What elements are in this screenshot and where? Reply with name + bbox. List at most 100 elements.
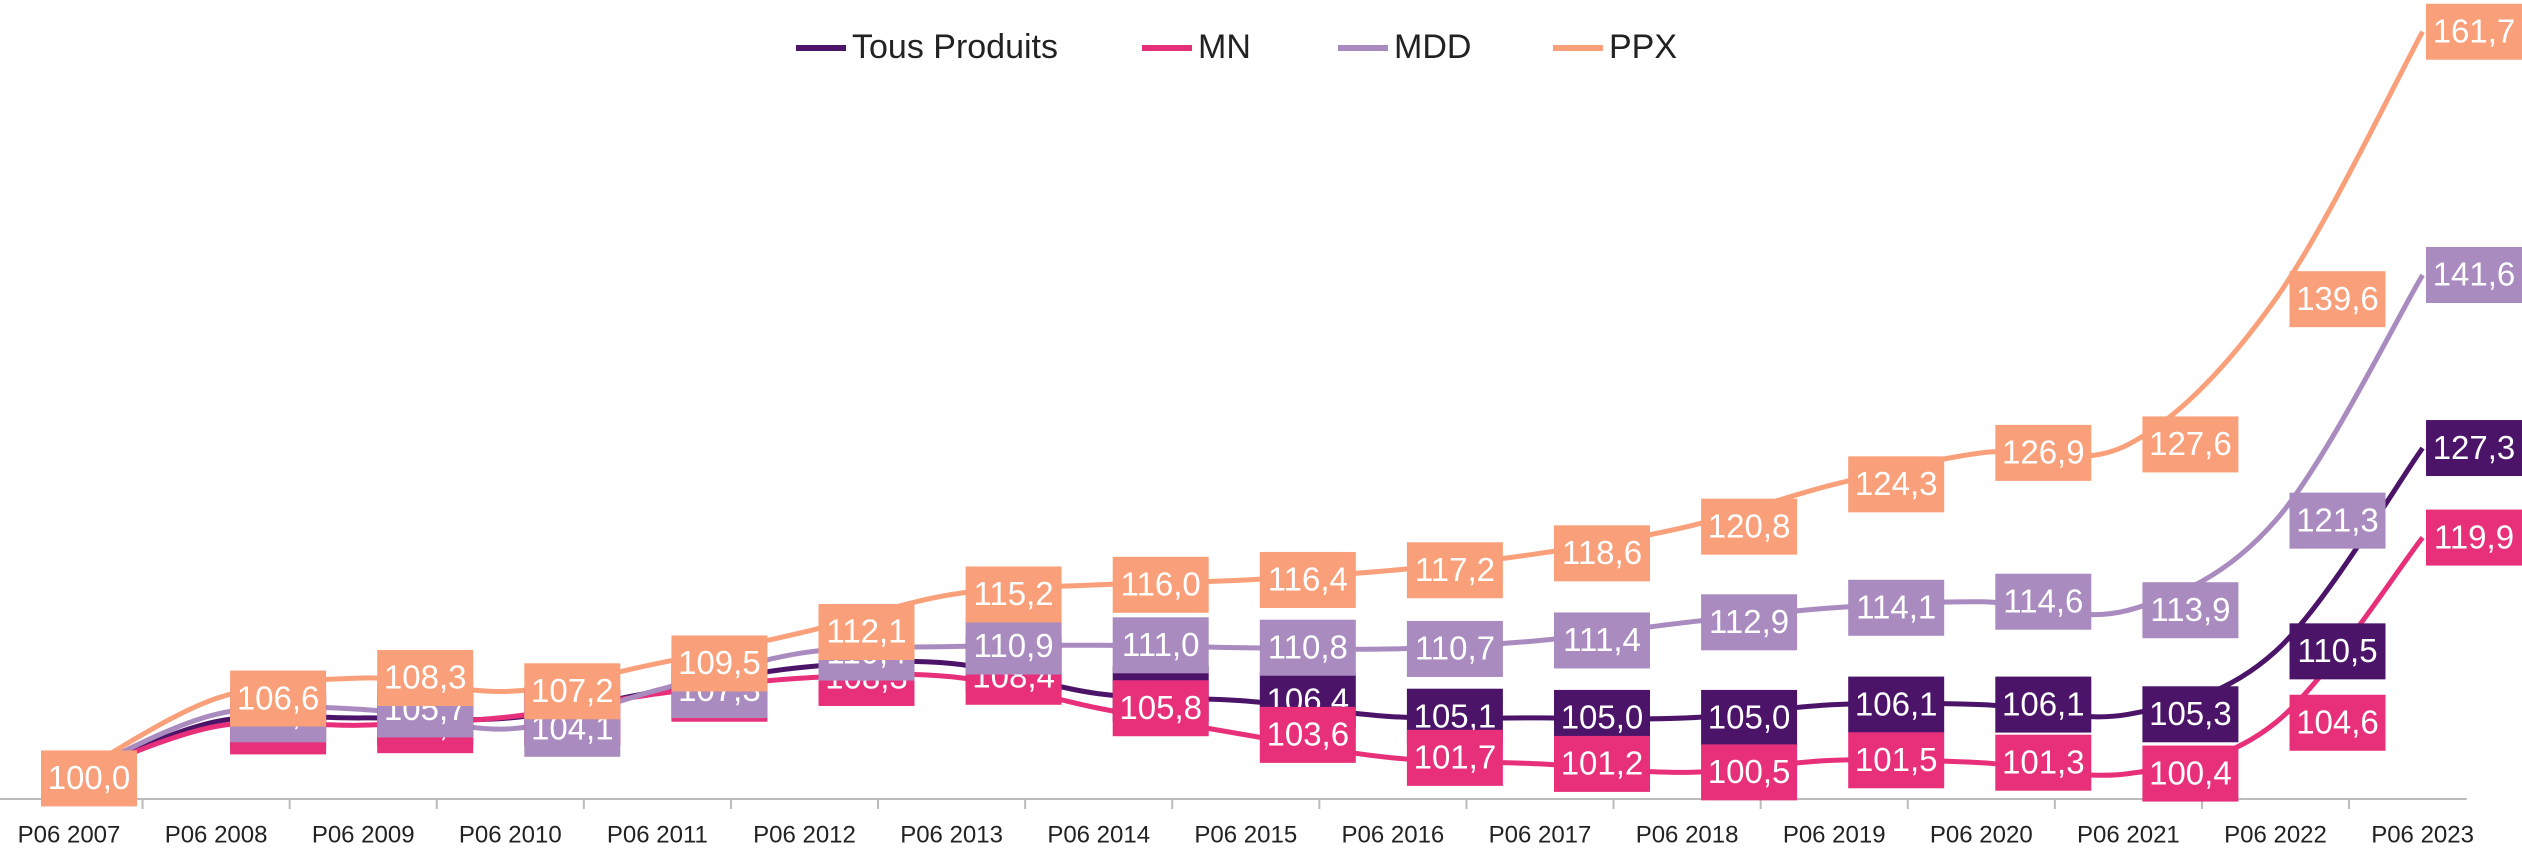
- data-label-box: [1995, 676, 2092, 733]
- data-label-text: 106,6: [237, 679, 320, 716]
- legend-label: Tous Produits: [852, 28, 1058, 66]
- data-label-box: [41, 750, 137, 807]
- data-label: 111,0: [1112, 617, 1209, 674]
- data-label-text: 139,6: [2296, 280, 2379, 317]
- data-label-box: [1995, 734, 2092, 791]
- data-label: 121,3: [2289, 492, 2386, 549]
- data-label: 110,5: [2289, 623, 2386, 680]
- data-label: 101,5: [1848, 732, 1945, 789]
- data-label-text: 116,4: [1268, 561, 1348, 598]
- data-label-box: [1554, 612, 1650, 669]
- data-label: 117,2: [1406, 542, 1503, 599]
- data-label-text: 115,2: [974, 575, 1054, 612]
- data-label-text: 105,3: [2149, 695, 2232, 732]
- data-label-box: [2142, 416, 2239, 473]
- data-label-text: 101,3: [2002, 743, 2085, 780]
- data-label-text: 110,8: [1268, 628, 1348, 665]
- data-label-box: [377, 649, 474, 706]
- data-label-box: [1259, 619, 1356, 676]
- data-label-box: [1406, 729, 1503, 786]
- data-label-text: 105,1: [1414, 697, 1497, 734]
- data-label-box: [1701, 498, 1798, 555]
- data-label-box: [1701, 594, 1798, 651]
- x-tick-label: P06 2011: [607, 821, 708, 848]
- legend-label: PPX: [1609, 28, 1677, 66]
- x-tick-label: P06 2021: [2077, 821, 2180, 848]
- data-label-text: 106,1: [2002, 685, 2085, 722]
- legend-item: MDD: [1338, 28, 1471, 66]
- data-label: 116,0: [1112, 556, 1209, 613]
- data-label-box: [2289, 623, 2386, 680]
- data-label-text: 107,2: [531, 672, 614, 709]
- data-label-box: [1848, 456, 1945, 513]
- data-label-box: [1259, 551, 1356, 608]
- data-label-box: [818, 603, 915, 660]
- data-label: 118,6: [1554, 525, 1650, 582]
- data-label: 141,6: [2426, 246, 2522, 303]
- data-label-box: [230, 670, 327, 727]
- data-label-text: 117,2: [1415, 551, 1495, 588]
- data-label: 101,3: [1995, 734, 2092, 791]
- data-label-text: 101,7: [1414, 739, 1497, 776]
- data-label-text: 116,0: [1121, 566, 1201, 603]
- data-label: 105,8: [1112, 680, 1209, 737]
- legend-label: MDD: [1394, 28, 1471, 66]
- x-tick-label: P06 2016: [1342, 821, 1445, 848]
- data-label-text: 104,6: [2296, 703, 2379, 740]
- legend-item: MN: [1142, 28, 1251, 66]
- data-label: 112,9: [1701, 594, 1798, 651]
- data-label-text: 126,9: [2002, 434, 2085, 471]
- data-label-text: 100,4: [2149, 754, 2232, 791]
- data-label-box: [965, 618, 1062, 675]
- data-label-text: 112,1: [826, 613, 906, 650]
- data-label-box: [2426, 509, 2522, 566]
- data-label-box: [1554, 735, 1650, 792]
- x-tick-label: P06 2010: [459, 821, 562, 848]
- data-label: 124,3: [1848, 456, 1945, 513]
- legend-label: MN: [1198, 28, 1251, 66]
- x-tick-label: P06 2014: [1047, 821, 1150, 848]
- data-label: 100,5: [1701, 744, 1798, 801]
- data-label: 114,6: [1995, 573, 2092, 630]
- data-label-box: [671, 635, 768, 692]
- data-label-text: 100,0: [48, 759, 131, 796]
- data-label-box: [1112, 680, 1209, 737]
- x-tick-label: P06 2012: [753, 821, 856, 848]
- data-label-text: 127,6: [2149, 425, 2232, 462]
- data-label-text: 100,5: [1708, 753, 1791, 790]
- data-label-box: [1112, 556, 1209, 613]
- data-label-box: [1701, 689, 1798, 746]
- data-label: 106,1: [1848, 676, 1945, 733]
- data-label: 127,6: [2142, 416, 2239, 473]
- data-label: 119,9: [2426, 509, 2522, 566]
- x-tick-label: P06 2013: [900, 821, 1003, 848]
- data-label-box: [524, 663, 621, 720]
- data-label-text: 118,6: [1562, 534, 1642, 571]
- data-label-text: 141,6: [2433, 256, 2516, 293]
- data-label-text: 119,9: [2434, 518, 2514, 555]
- x-tick-label: P06 2007: [18, 821, 121, 848]
- data-label-box: [1995, 424, 2092, 481]
- data-label-text: 121,3: [2296, 501, 2379, 538]
- data-label-box: [1112, 617, 1209, 674]
- x-tick-label: P06 2020: [1930, 821, 2033, 848]
- data-label-text: 114,1: [1856, 589, 1936, 626]
- data-label: 120,8: [1701, 498, 1798, 555]
- data-label: 126,9: [1995, 424, 2092, 481]
- data-label: 113,9: [2142, 582, 2239, 639]
- data-label-box: [2142, 686, 2239, 743]
- data-label: 109,5: [671, 635, 768, 692]
- data-label: 108,3: [377, 649, 474, 706]
- data-label-text: 108,3: [384, 659, 467, 696]
- data-label: 115,2: [965, 566, 1062, 623]
- data-label-text: 101,2: [1561, 745, 1644, 782]
- data-label: 111,4: [1554, 612, 1650, 669]
- data-label: 161,7: [2426, 3, 2522, 60]
- data-label: 110,9: [965, 618, 1062, 675]
- x-tick-label: P06 2009: [312, 821, 415, 848]
- data-label: 116,4: [1259, 551, 1356, 608]
- data-label-text: 127,3: [2433, 429, 2516, 466]
- data-label-box: [1701, 744, 1798, 801]
- data-label-text: 105,0: [1561, 699, 1644, 736]
- data-label-box: [2426, 246, 2522, 303]
